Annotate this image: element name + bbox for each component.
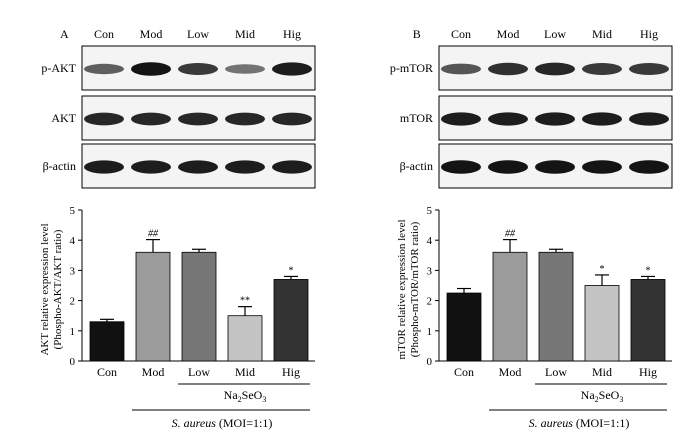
x-tick-label: Con [97,365,117,379]
panel-b: B Con Mod Low Mid Hig p-mTOR mTOR β-actin 0 1 2 3 4 5 m… [350,0,700,442]
blot-band [225,160,265,174]
bar [89,321,125,362]
blot-band [84,112,124,126]
blot-band [272,112,312,126]
blot-band [488,112,528,126]
blot-band [225,64,265,74]
blot-band [225,112,265,126]
treatment-label: Na2SeO3 [581,388,624,404]
blot-band [178,112,218,126]
treatment-label: Na2SeO3 [224,388,267,404]
blot-band [131,112,171,126]
x-tick-label: Hig [282,365,300,379]
blot-label: mTOR [400,111,433,125]
x-tick-label: Mid [592,365,612,379]
significance-marker: * [646,265,651,276]
panel-a-figure: A Con Mod Low Mid Hig p-AKT AKT β-actin 0 1 2 3 4 5 AKT… [39,27,316,430]
x-tick-label: Mod [142,365,165,379]
blot-label: β-actin [400,159,433,173]
blot-band [272,62,312,76]
group-label: S. aureus (MOI=1:1) [172,416,273,430]
blot-lane-label: Hig [283,27,301,41]
blot-band [131,160,171,174]
blot-band [84,160,124,174]
blot-lane-label: Mod [497,27,520,41]
blot-band [582,160,622,174]
y-tick-label: 5 [427,205,433,217]
significance-marker: ** [240,296,250,307]
blot-band [131,62,171,76]
x-tick-label: Low [188,365,210,379]
group-label: S. aureus (MOI=1:1) [529,416,630,430]
x-tick-label: Low [545,365,567,379]
y-tick-label: 5 [70,205,76,217]
y-tick-label: 2 [70,296,76,308]
y-axis-label-sub: (Phospho-mTOR/mTOR ratio) [409,221,421,357]
panel-a: A Con Mod Low Mid Hig p-AKT AKT β-actin 0 1 2 3 4 5 AKT… [39,27,316,430]
y-axis-label-sub: (Phospho-AKT/AKT ratio) [52,229,64,349]
x-tick-label: Mid [235,365,255,379]
y-tick-label: 1 [70,326,76,338]
blot-band [629,160,669,174]
blot-lane-label: Con [451,27,471,41]
bar [227,315,263,362]
blot-label: p-mTOR [390,61,433,75]
blot-band [629,63,669,75]
x-tick-label: Hig [639,365,657,379]
blot-band [582,63,622,75]
significance-marker: * [289,265,294,276]
blot-label: β-actin [43,159,76,173]
blot-band [488,62,528,76]
panel-letter: B [413,27,421,41]
y-tick-label: 0 [427,356,433,368]
y-axis-label: AKT relative expression level [39,223,51,355]
y-axis-label: mTOR relative expression level [396,219,408,359]
bar [538,251,574,362]
blot-band [441,63,481,75]
blot-band [441,112,481,126]
blot-label: AKT [51,111,76,125]
panel-letter: A [60,27,69,41]
blot-lane-label: Con [94,27,114,41]
bar [181,251,217,362]
blot-band [178,160,218,174]
bar [135,251,171,362]
blot-band [178,63,218,75]
panel-b-figure: B Con Mod Low Mid Hig p-mTOR mTOR β-actin 0 1 2 3 4 5 m… [390,27,673,430]
blot-band [535,112,575,126]
blot-lane-label: Low [544,27,566,41]
bar [630,279,666,362]
blot-lane-label: Mod [140,27,163,41]
blot-band [582,112,622,126]
blot-band [488,160,528,174]
x-tick-label: Con [454,365,474,379]
y-tick-label: 4 [427,235,433,247]
blot-band [272,160,312,174]
blot-label: p-AKT [41,61,76,75]
significance-marker: ## [505,229,516,240]
blot-band [441,160,481,174]
blot-lane-label: Hig [640,27,658,41]
blot-band [629,112,669,126]
bar [273,279,309,362]
blot-band [535,160,575,174]
bar [446,292,482,362]
blot-lane-label: Mid [235,27,255,41]
significance-marker: ## [148,229,159,240]
blot-band [535,62,575,76]
bar [492,251,528,362]
blot-lane-label: Low [187,27,209,41]
y-tick-label: 4 [70,235,76,247]
blot-lane-label: Mid [592,27,612,41]
y-tick-label: 3 [427,265,433,277]
blot-band [84,63,124,75]
y-tick-label: 1 [427,326,433,338]
y-tick-label: 3 [70,265,76,277]
y-tick-label: 2 [427,296,433,308]
x-tick-label: Mod [499,365,522,379]
y-tick-label: 0 [70,356,76,368]
bar [584,285,620,362]
significance-marker: * [600,264,605,275]
